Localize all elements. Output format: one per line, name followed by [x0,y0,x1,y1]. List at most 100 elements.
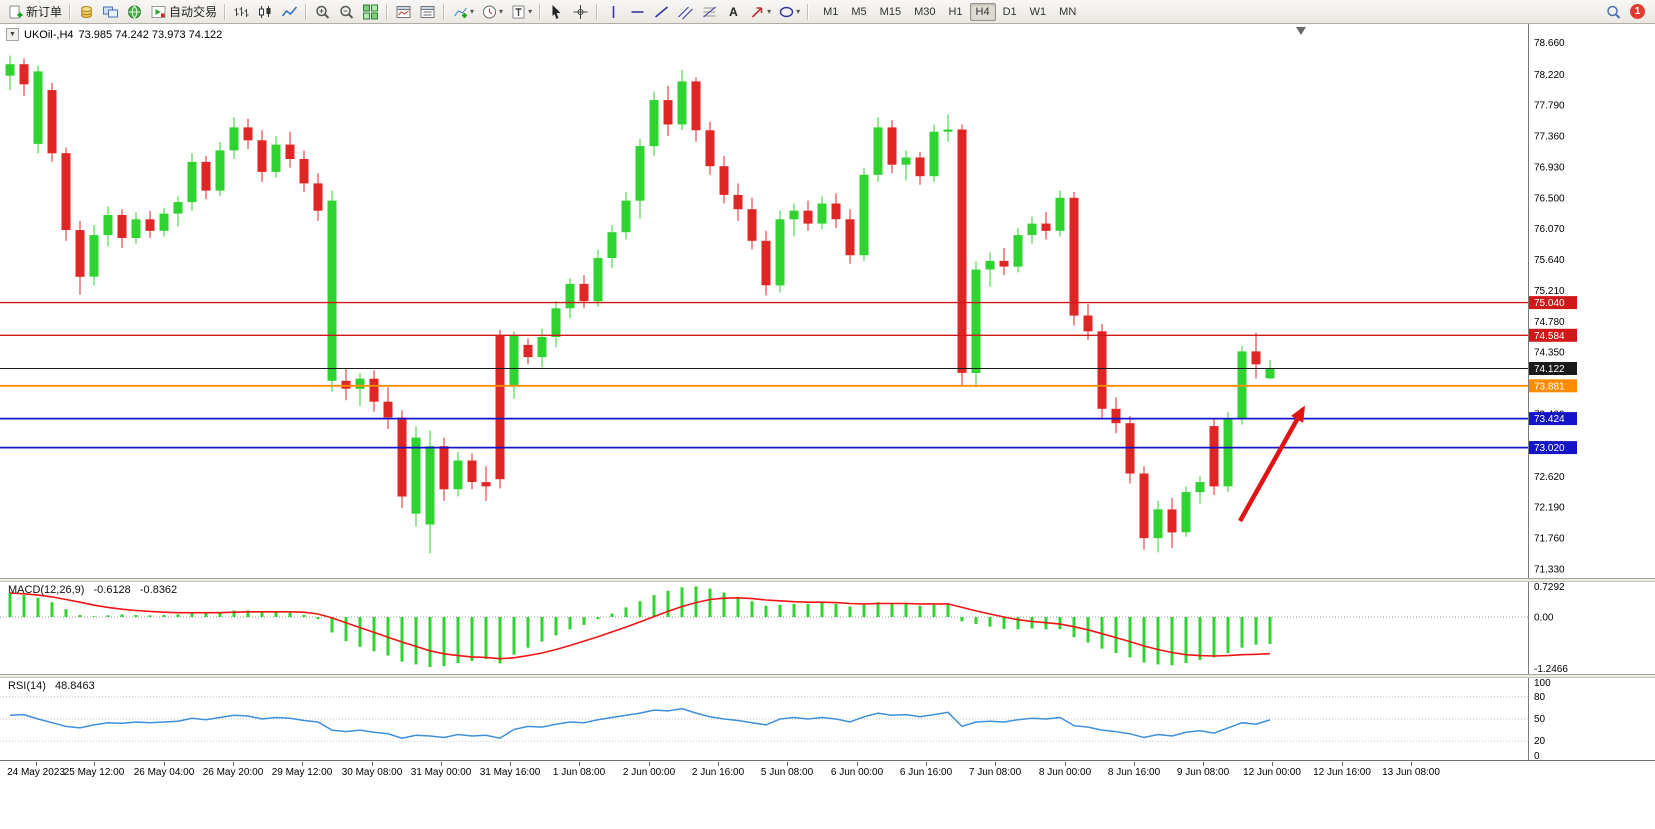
svg-text:73.424: 73.424 [1534,414,1565,425]
timeframe-h1-button[interactable]: H1 [948,5,963,18]
candlestick-chart-button[interactable] [254,2,277,22]
rsi-name: RSI(14) [8,680,46,692]
candle [719,156,729,204]
time-axis[interactable]: 24 May 2023 25 May 12:00 26 May 04:00 26 Ma… [0,762,1655,780]
search-icon[interactable] [1605,4,1622,20]
monitors-icon [102,4,119,20]
time-axis-label: 31 May 16:00 [479,767,541,778]
arrows-button[interactable]: ▾ [746,2,774,22]
svg-text:74.122: 74.122 [1534,364,1565,375]
candle [943,114,953,142]
time-axis-tick [233,762,234,766]
community-button[interactable] [123,2,146,22]
time-axis-label: 24 May 2023 [7,767,65,778]
horizontal-line-button[interactable] [626,2,649,22]
text-icon: A [725,4,742,20]
panel-splitter[interactable] [0,674,1655,678]
main-chart-canvas[interactable]: 78.660 78.220 77.790 77.360 76.930 76.500 76.0… [0,24,1655,578]
toolbar-separator [386,3,389,20]
time-axis-label: 8 Jun 16:00 [1107,767,1161,778]
hline-icon [629,4,646,20]
price-badge: 73.881 [1529,379,1577,393]
candle [467,453,477,490]
candle [299,150,309,192]
indicator-window-button[interactable] [392,2,415,22]
strategy-tester-button[interactable] [75,2,98,22]
macd-axis-label: 0.7292 [1534,582,1565,593]
price-badge: 74.584 [1529,328,1577,342]
time-axis-tick [1342,762,1343,766]
time-axis-label: 31 May 00:00 [410,767,472,778]
candle [635,138,645,220]
crosshair-button[interactable] [569,2,592,22]
timeframe-m15-button[interactable]: M15 [879,5,902,18]
timeframe-mn-button[interactable]: MN [1059,5,1077,18]
chart-symbol-period: UKOil-,H4 [24,28,74,41]
one-click-trading-toggle[interactable]: ▼ [6,28,19,41]
text-label-button[interactable]: A [722,2,745,22]
window-list-icon [419,4,436,20]
time-axis-label: 7 Jun 08:00 [968,767,1022,778]
candles-layer [5,55,1275,554]
timeframe-m30-button[interactable]: M30 [914,5,936,18]
cursor-icon [548,4,565,20]
candle [33,65,43,154]
price-badge: 74.122 [1529,362,1577,375]
candle [1251,332,1261,379]
chart-shift-marker[interactable] [1296,27,1306,35]
globe-icon [126,4,143,20]
period-button[interactable]: ▾ [478,2,506,22]
new-order-button[interactable]: 新订单 [4,2,65,22]
timeframe-h4-button[interactable]: H4 [969,2,996,21]
trendline-button[interactable] [650,2,673,22]
open-charts-button[interactable] [99,2,122,22]
vertical-line-button[interactable] [602,2,625,22]
panel-splitter[interactable] [0,578,1655,582]
notifications-badge[interactable]: 1 [1630,4,1645,19]
candle [1139,466,1149,550]
tile-windows-button[interactable] [359,2,382,22]
timeframe-w1-button[interactable]: W1 [1029,5,1047,18]
channel-button[interactable] [674,2,697,22]
candle [75,220,85,295]
bar-chart-button[interactable] [230,2,253,22]
time-axis-tick [649,762,650,766]
line-chart-button[interactable] [278,2,301,22]
timeframe-m5-button[interactable]: M5 [851,5,867,18]
candle [859,167,869,261]
add-indicator-button[interactable]: ▾ [449,2,477,22]
candle [1195,476,1205,504]
toolbar-separator [443,3,446,20]
macd-signal-line [9,592,1271,660]
time-axis-tick [995,762,996,766]
template-button[interactable]: ▾ [507,2,535,22]
line-icon [281,4,298,20]
toolbar-right: 1 [1605,4,1651,20]
svg-text:76.070: 76.070 [1534,224,1565,235]
autotrading-button-label: 自动交易 [169,5,218,19]
time-axis-tick [1272,762,1273,766]
time-axis-label: 5 Jun 08:00 [760,767,814,778]
timeframe-d1-button[interactable]: D1 [1002,5,1017,18]
window-chart-icon [395,4,412,20]
rsi-panel-canvas[interactable]: 100 80 50 20 0 [0,678,1655,760]
macd-axis-label: -1.2466 [1534,664,1568,674]
candle [1181,486,1191,537]
price-badge: 75.040 [1529,296,1577,310]
zoom-in-button[interactable] [311,2,334,22]
svg-text:71.330: 71.330 [1534,565,1565,576]
shapes-button[interactable]: ▾ [775,2,803,22]
zoom-out-button[interactable] [335,2,358,22]
trend-arrow-annotation[interactable] [1238,405,1305,523]
fibonacci-button[interactable] [698,2,721,22]
objects-list-button[interactable] [416,2,439,22]
timeframe-m1-button[interactable]: M1 [823,5,839,18]
cursor-button[interactable] [545,2,568,22]
rsi-axis-label: 50 [1534,714,1546,725]
time-axis-tick [1203,762,1204,766]
candle [145,210,155,238]
macd-panel-canvas[interactable]: 0.7292 0.00 -1.2466 [0,582,1655,674]
candle [565,278,575,319]
autotrading-button[interactable]: 自动交易 [147,2,220,22]
candle [901,150,911,181]
